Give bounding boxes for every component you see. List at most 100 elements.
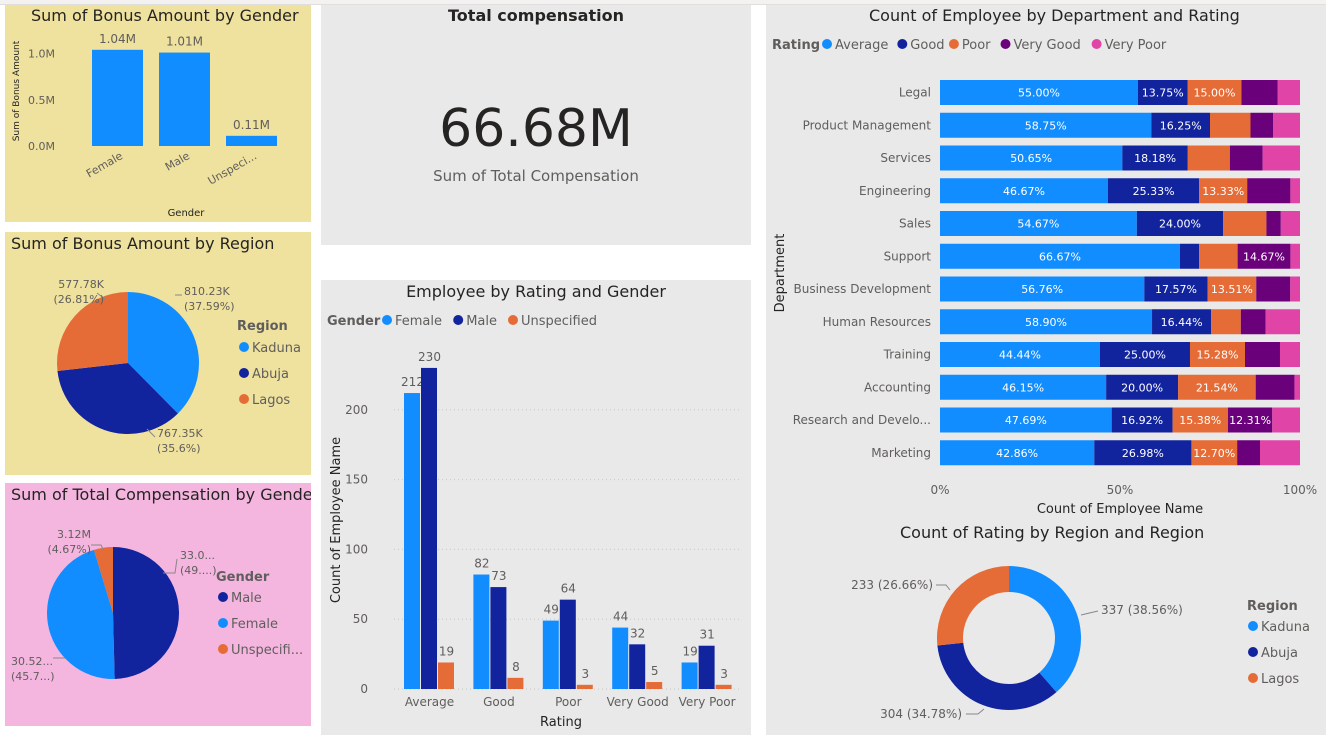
legend-marker	[1248, 673, 1258, 683]
legend-label: Female	[395, 314, 442, 329]
data-label: 0.11M	[233, 118, 270, 132]
stacked-bar-segment	[1290, 243, 1300, 269]
stacked-bar-segment	[1122, 145, 1188, 171]
y-tick-label: 200	[345, 403, 368, 417]
data-label-pct: (26.81%)	[53, 293, 104, 306]
data-label: 44.44%	[999, 349, 1041, 362]
x-tick-label: Poor	[555, 695, 581, 709]
stacked-bar-segment	[1294, 374, 1300, 400]
y-tick-label: 50	[353, 612, 368, 626]
stacked-bar-segment	[940, 243, 1181, 269]
y-tick-label: Research and Develo...	[793, 413, 931, 427]
stacked-bar-segment	[1265, 309, 1300, 335]
data-label: 15.38%	[1179, 414, 1221, 427]
x-tick-label: Female	[84, 149, 125, 180]
dept-rating-panel[interactable]: Count of Employee by Department and Rati…	[766, 5, 1326, 735]
data-label: 233 (26.66%)	[851, 578, 933, 592]
x-tick-label: 0%	[930, 483, 949, 497]
stacked-bar-segment	[1247, 178, 1291, 204]
stacked-bar-segment	[940, 145, 1123, 171]
donut-slice	[1009, 566, 1081, 693]
data-label: 13.51%	[1211, 283, 1253, 296]
legend-marker	[948, 39, 959, 49]
legend-title: Region	[237, 319, 288, 334]
x-tick-label: Very Poor	[679, 695, 736, 709]
stacked-bar-segment	[1241, 80, 1278, 105]
legend-marker	[239, 394, 249, 404]
legend-label: Good	[910, 38, 944, 53]
data-label: 304 (34.78%)	[880, 707, 962, 721]
y-tick-label: 150	[345, 473, 368, 487]
comp-by-gender-chart: 33.0... (49....) 30.52... (45.7...) 3.12M (4.…	[11, 528, 303, 683]
bar	[490, 587, 507, 689]
stacked-bar-segment	[1290, 178, 1300, 204]
data-label: 13.75%	[1142, 87, 1184, 100]
y-tick-label: Human Resources	[823, 315, 931, 329]
y-tick-label: Business Development	[793, 282, 931, 296]
stacked-bar-segment	[1290, 276, 1300, 302]
data-label: 5	[651, 664, 659, 678]
bar	[438, 662, 454, 689]
rating-gender-title: Employee by Rating and Gender	[406, 282, 666, 301]
bonus-by-region-panel[interactable]: Sum of Bonus Amount by Region 810.23K (37…	[5, 232, 311, 475]
y-tick-label: Support	[884, 249, 932, 263]
stacked-bar-segment	[1187, 145, 1230, 171]
x-tick-label: Good	[483, 695, 515, 709]
pie-slice	[46, 549, 115, 679]
stacked-bar-segment	[1152, 309, 1212, 335]
data-label: 49	[544, 603, 559, 617]
x-tick-label: Average	[405, 695, 454, 709]
y-axis-title: Department	[773, 234, 788, 313]
data-label-pct: (49....)	[180, 564, 217, 577]
rating-gender-chart: Gender Female Male Unspecified 0 50 100 150 200 C…	[327, 314, 741, 730]
y-tick-label: 0.0M	[28, 140, 55, 153]
stacked-bar-segment	[1111, 407, 1173, 433]
legend-label: Lagos	[1261, 672, 1299, 687]
legend-marker	[239, 342, 249, 352]
dept-rating-chart: Rating Average Good Poor Very Good Very Poor L…	[772, 38, 1317, 515]
x-tick-label: 50%	[1107, 483, 1134, 497]
data-label: 73	[491, 569, 506, 583]
data-label: 3.12M	[57, 528, 91, 541]
data-label-pct: (45.7...)	[11, 670, 55, 683]
data-label: 54.67%	[1017, 218, 1059, 231]
data-label: 25.00%	[1124, 349, 1166, 362]
data-label-pct: (35.6%)	[157, 442, 201, 455]
data-label: 16.44%	[1161, 316, 1203, 329]
stacked-bar-segment	[1237, 243, 1291, 269]
bonus-by-gender-chart: Sum of Bonus Amount 0.0M 0.5M 1.0M 1.04M Fema…	[12, 32, 277, 219]
x-tick-label: Unspeci...	[206, 149, 259, 187]
data-label: 12.31%	[1229, 414, 1271, 427]
data-label: 212	[401, 375, 424, 389]
donut-slice	[937, 642, 1057, 710]
leader-line	[966, 708, 985, 715]
pie-slice	[57, 363, 178, 434]
y-tick-label: Training	[883, 348, 931, 362]
data-label: 44	[613, 610, 628, 624]
stacked-bar-segment	[940, 178, 1109, 204]
data-label: 577.78K	[58, 278, 104, 291]
stacked-bar-segment	[1237, 440, 1261, 466]
bar	[404, 393, 420, 689]
data-label: 50.65%	[1010, 152, 1052, 165]
stacked-bar-segment	[1199, 178, 1248, 204]
kpi-card[interactable]: Total compensation 66.68M Sum of Total C…	[321, 5, 751, 245]
comp-by-gender-panel[interactable]: Sum of Total Compensation by Gender 33.0…	[5, 483, 311, 726]
bar	[576, 684, 593, 689]
legend-label: Abuja	[1261, 646, 1298, 661]
data-label: 3	[581, 667, 589, 681]
dept-rating-title: Count of Employee by Department and Rati…	[869, 6, 1240, 25]
data-label: 47.69%	[1005, 414, 1047, 427]
bonus-by-gender-panel[interactable]: Sum of Bonus Amount by Gender Sum of Bon…	[5, 5, 311, 222]
y-tick-label: Sales	[899, 217, 931, 231]
rating-gender-panel[interactable]: Employee by Rating and Gender Gender Fema…	[321, 280, 751, 735]
stacked-bar-segment	[940, 309, 1153, 335]
stacked-bar-segment	[1244, 342, 1280, 367]
legend-label: Male	[466, 314, 497, 329]
data-label: 3	[720, 667, 728, 681]
data-label: 14.67%	[1243, 250, 1285, 263]
legend-marker	[897, 39, 908, 49]
rating-region-title: Count of Rating by Region and Region	[900, 523, 1205, 542]
legend-marker	[239, 368, 249, 378]
data-label: 337 (38.56%)	[1101, 603, 1183, 617]
